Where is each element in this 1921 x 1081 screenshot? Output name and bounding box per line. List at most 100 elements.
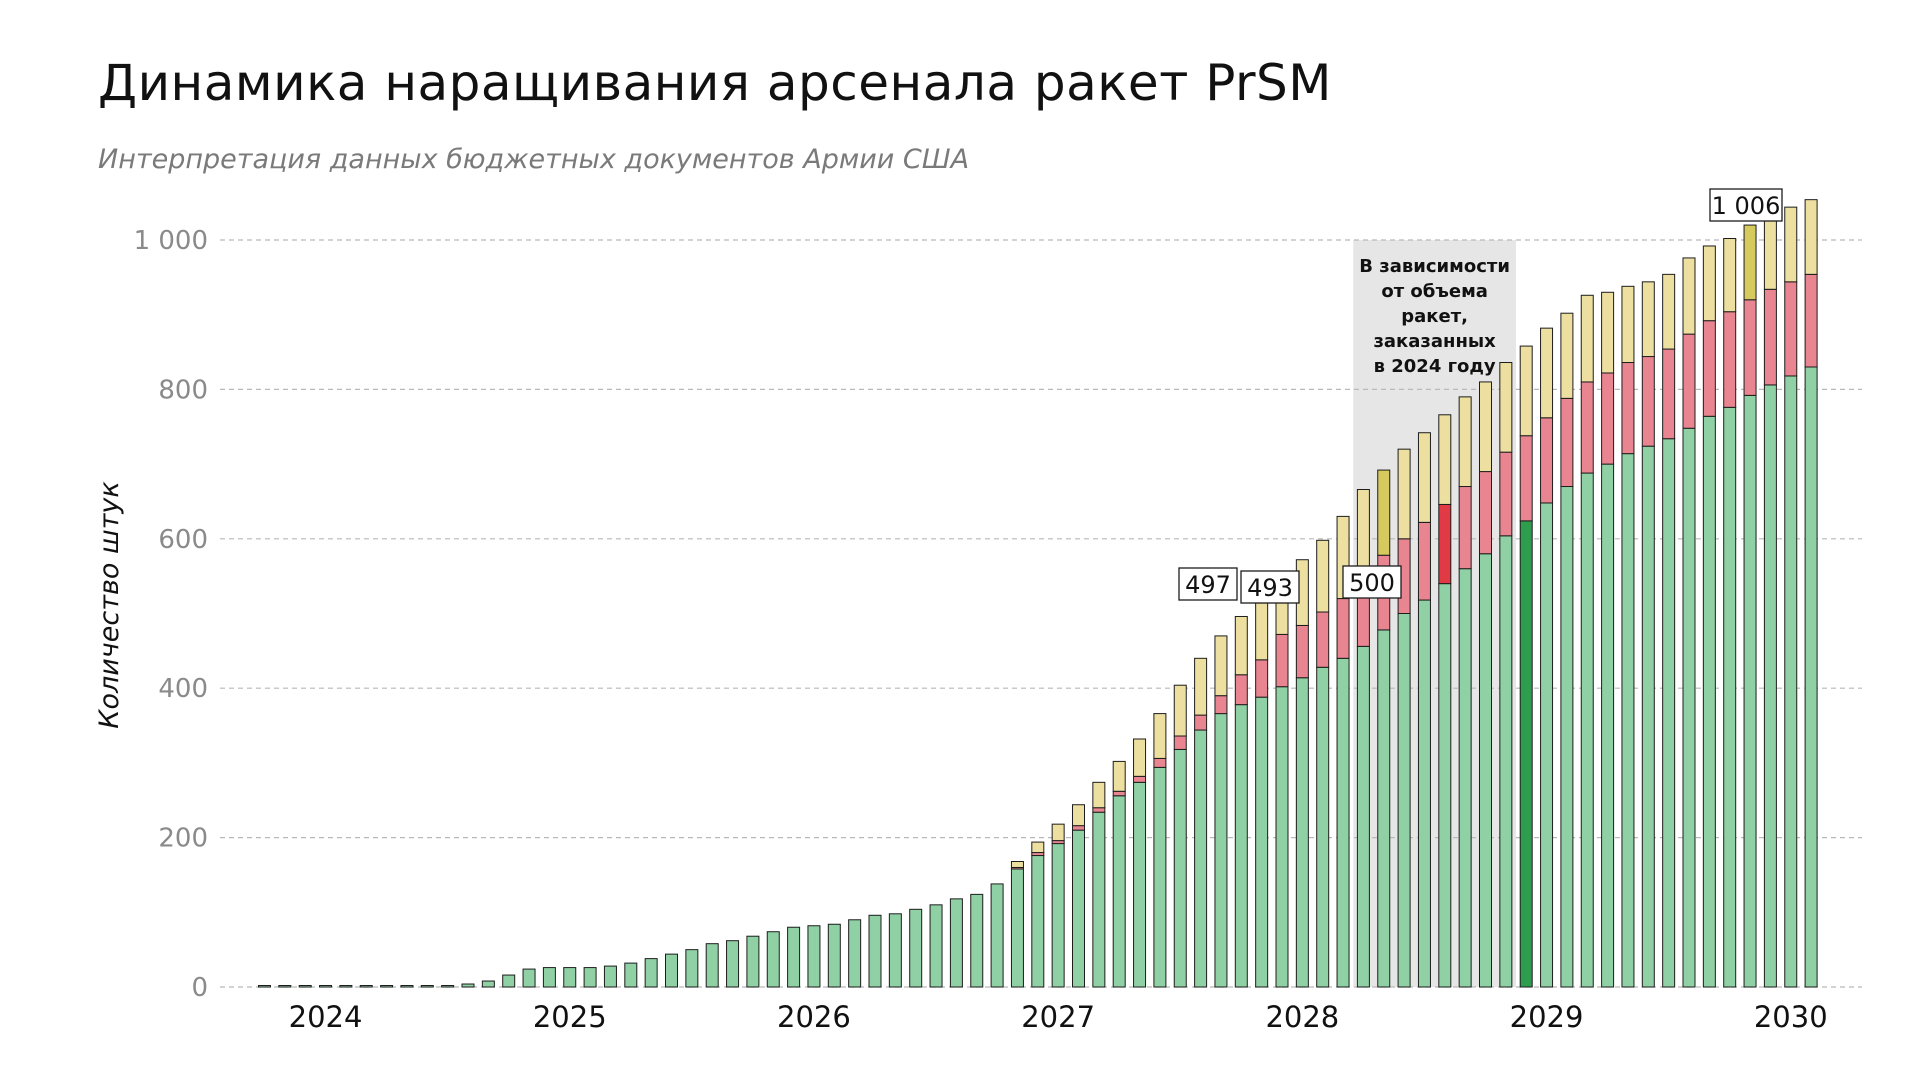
bar-segment-green [1601, 463, 1615, 988]
bar-segment-red [1723, 311, 1737, 408]
bar-segment-red [1479, 471, 1492, 555]
bar-segment-yellow [1743, 224, 1757, 301]
y-tick-label: 800 [158, 375, 208, 405]
bar-segment-yellow [1112, 760, 1126, 792]
bar-segment-yellow [1255, 602, 1269, 661]
bar-segment-red [1804, 273, 1818, 368]
bar-segment-red [1641, 356, 1655, 447]
bar-segment-green [807, 925, 821, 988]
bar-segment-yellow [1723, 238, 1737, 313]
bar-segment-green [1743, 394, 1757, 988]
bar-segment-red [1194, 714, 1208, 731]
bar-segment-green [420, 985, 434, 988]
annotation-line: В зависимости [1359, 256, 1510, 277]
bar-segment-red [1702, 320, 1716, 417]
bar-segment-green [583, 967, 597, 988]
bar-segment-green [1804, 366, 1818, 988]
bar-segment-yellow [1234, 615, 1248, 676]
bar-segment-green [1214, 713, 1228, 988]
bar-segment-yellow [1499, 362, 1513, 453]
annotation-line: от объема [1381, 281, 1488, 302]
y-tick-label: 200 [158, 824, 208, 854]
annotation-line: в 2024 году [1374, 356, 1496, 377]
bar-segment-red [1499, 451, 1513, 537]
bar-segment-green [1438, 583, 1452, 988]
bar-segment-green [848, 919, 862, 988]
bar-segment-green [339, 985, 353, 988]
bar-segment-yellow [1173, 684, 1187, 737]
bar-segment-yellow [1051, 823, 1065, 842]
bar-segment-green [502, 974, 516, 988]
bar-segment-green [1031, 855, 1045, 988]
bar-segment-green [1540, 502, 1554, 988]
bar-segment-green [603, 965, 617, 988]
bar-segment-green [1275, 686, 1289, 988]
bar-segment-green [1010, 868, 1024, 988]
bar-segment-yellow [1031, 841, 1045, 854]
x-tick-label: 2030 [1754, 1000, 1828, 1034]
bar-segment-red [1743, 299, 1757, 396]
bar-segment-green [888, 913, 902, 988]
bar-segment-red [1295, 624, 1309, 679]
bar-segment-yellow [1397, 448, 1411, 540]
bar-segment-yellow [1458, 396, 1472, 488]
bar-segment-green [1560, 486, 1574, 988]
bar-segment-green [1621, 453, 1635, 988]
bar-segment-green [461, 983, 475, 988]
bar-segment-red [1458, 486, 1472, 570]
bar-segment-red [1316, 611, 1330, 668]
bar-segment-red [1173, 735, 1187, 750]
bar-segment-green [319, 985, 333, 988]
value-callout-label: 497 [1185, 571, 1231, 599]
bar-segment-green [624, 962, 638, 988]
bar-segment-green [644, 958, 658, 988]
value-callout-box [1709, 188, 1783, 222]
bar-segment-red [1336, 598, 1350, 659]
y-tick-label: 400 [158, 674, 208, 704]
annotation-line: заказанных [1373, 331, 1496, 352]
bar-segment-green [1092, 811, 1106, 988]
bar-segment-yellow [1214, 635, 1228, 697]
x-tick-label: 2029 [1510, 1000, 1584, 1034]
bar-segment-green [1173, 748, 1187, 988]
bar-segment-yellow [1092, 781, 1106, 809]
bar-segment-green [1479, 553, 1492, 988]
value-callout-label: 493 [1247, 574, 1293, 602]
y-tick-label: 1 000 [134, 226, 208, 256]
x-tick-label: 2026 [777, 1000, 851, 1034]
bar-segment-red [1662, 348, 1676, 440]
bar-segment-green [949, 898, 963, 988]
bar-segment-green [746, 935, 760, 988]
bar-segment-green [563, 967, 577, 988]
bar-segment-red [1153, 757, 1167, 768]
bar-segment-yellow [1479, 381, 1492, 473]
bar-segment-yellow [1417, 432, 1431, 523]
bar-segment-green [1763, 384, 1777, 988]
bar-segment-green [278, 985, 292, 988]
bar-segment-red [1621, 362, 1635, 455]
bar-segment-green [827, 923, 841, 988]
bar-segment-yellow [1133, 738, 1147, 777]
bar-segment-green [522, 968, 536, 988]
bar-segment-red [1133, 775, 1147, 783]
bar-segment-green [1519, 520, 1533, 988]
bar-segment-yellow [1682, 257, 1696, 335]
bar-segment-yellow [1540, 327, 1554, 419]
page-title: Динамика наращивания арсенала ракет PrSM [98, 54, 1332, 112]
bar-segment-yellow [1072, 804, 1085, 827]
bar-segment-green [970, 893, 984, 988]
bar-segment-yellow [1153, 713, 1167, 759]
y-axis-title: Количество штук [94, 481, 125, 729]
x-tick-label: 2028 [1265, 1000, 1339, 1034]
y-tick-label: 0 [191, 973, 208, 1003]
bar-segment-green [1316, 666, 1330, 988]
bar-segment-red [1275, 633, 1289, 688]
bar-segment-yellow [1438, 414, 1452, 505]
bar-segment-yellow [1621, 285, 1635, 364]
value-callout-label: 1 006 [1712, 192, 1781, 220]
bar-segment-yellow [1377, 469, 1391, 556]
bar-segment-red [1234, 674, 1248, 706]
bar-segment-red [1519, 435, 1533, 522]
bar-segment-yellow [1194, 657, 1208, 716]
